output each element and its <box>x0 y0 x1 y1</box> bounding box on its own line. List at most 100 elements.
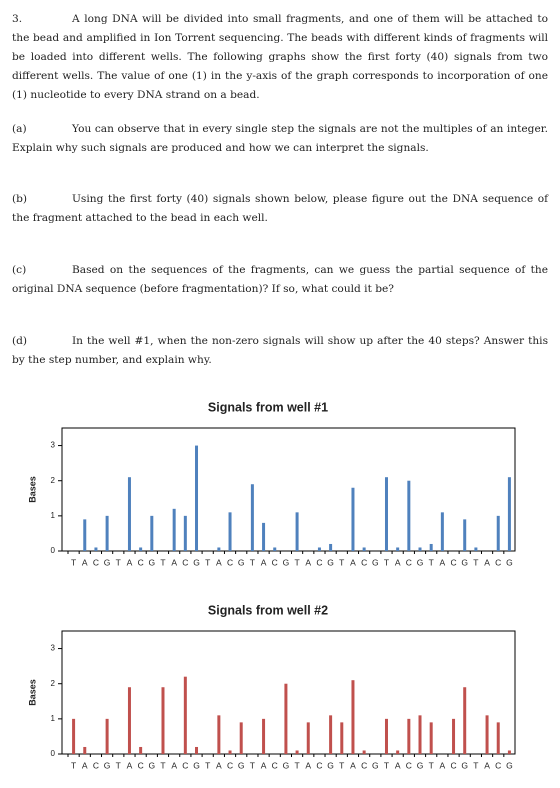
bar <box>396 750 400 754</box>
x-tick-label: T <box>160 557 165 567</box>
x-tick-label: A <box>127 760 133 770</box>
bar <box>217 715 221 754</box>
bar <box>429 543 433 551</box>
x-tick-label: T <box>294 557 299 567</box>
x-tick-label: C <box>495 557 501 567</box>
y-tick-label: 3 <box>51 441 56 450</box>
x-tick-label: A <box>484 557 490 567</box>
x-tick-label: T <box>384 557 389 567</box>
y-tick-label: 1 <box>51 714 56 723</box>
x-tick-label: A <box>216 557 222 567</box>
x-tick-label: G <box>283 760 290 770</box>
bar <box>407 480 411 551</box>
part: (d) In the well #1, when the non-zero sig… <box>12 332 548 370</box>
x-tick-label: G <box>417 760 424 770</box>
bar <box>262 718 266 754</box>
x-tick-label: G <box>104 760 111 770</box>
bar <box>317 547 321 551</box>
y-tick-label: 1 <box>51 511 56 520</box>
bar <box>340 722 344 754</box>
x-tick-label: G <box>149 557 156 567</box>
x-tick-label: C <box>272 557 278 567</box>
x-tick-label: A <box>82 760 88 770</box>
x-tick-label: T <box>250 760 255 770</box>
bar <box>94 547 98 551</box>
x-tick-label: T <box>339 760 344 770</box>
bar <box>329 543 333 551</box>
y-axis-label: Bases <box>27 476 37 503</box>
plot-frame <box>61 630 516 755</box>
bar <box>161 687 165 754</box>
part-label: (c) <box>12 264 27 276</box>
chart-title: Signals from well #2 <box>208 603 328 617</box>
bar <box>329 715 333 754</box>
bar <box>507 750 511 754</box>
x-tick-label: G <box>238 557 245 567</box>
bar <box>463 687 467 754</box>
y-tick-label: 0 <box>51 546 56 555</box>
part-label: (a) <box>12 123 27 135</box>
x-tick-label: C <box>450 557 456 567</box>
bar <box>496 722 500 754</box>
bar <box>384 477 388 551</box>
part-label: (b) <box>12 193 28 205</box>
x-tick-label: T <box>250 557 255 567</box>
bar <box>474 547 478 551</box>
x-tick-label: G <box>372 760 379 770</box>
chart-title: Signals from well #1 <box>208 400 328 414</box>
bar <box>150 515 154 551</box>
bar <box>384 718 388 754</box>
bar <box>250 484 254 551</box>
bar <box>485 715 489 754</box>
bar <box>396 547 400 551</box>
x-tick-label: A <box>484 760 490 770</box>
x-tick-label: G <box>104 557 111 567</box>
bar <box>262 522 266 551</box>
x-tick-label: C <box>138 760 144 770</box>
part-label: (d) <box>12 335 28 347</box>
x-tick-label: A <box>395 760 401 770</box>
bar <box>351 487 355 551</box>
x-tick-label: T <box>339 557 344 567</box>
x-tick-label: C <box>227 557 233 567</box>
part: (a) You can observe that in every single … <box>12 120 548 158</box>
bar <box>139 746 143 754</box>
x-tick-label: A <box>440 557 446 567</box>
x-tick-label: A <box>82 557 88 567</box>
bar <box>507 477 511 551</box>
x-tick-label: C <box>361 760 367 770</box>
x-tick-label: G <box>327 557 334 567</box>
bar <box>139 547 143 551</box>
x-tick-label: C <box>182 760 188 770</box>
x-tick-label: A <box>171 760 177 770</box>
x-tick-label: G <box>461 760 468 770</box>
y-tick-label: 3 <box>51 644 56 653</box>
bar <box>284 683 288 754</box>
bar <box>195 746 199 754</box>
bar <box>183 676 187 754</box>
plot-frame <box>61 427 516 552</box>
x-tick-label: T <box>205 760 210 770</box>
bar <box>362 750 366 754</box>
bar <box>228 512 232 551</box>
x-tick-label: A <box>395 557 401 567</box>
x-tick-label: G <box>417 557 424 567</box>
x-tick-label: T <box>116 557 121 567</box>
x-tick-label: T <box>429 557 434 567</box>
x-tick-label: C <box>316 557 322 567</box>
x-tick-label: T <box>473 557 478 567</box>
bar <box>418 547 422 551</box>
part: (b) Using the first forty (40) signals sh… <box>12 190 548 228</box>
bar <box>496 515 500 551</box>
x-tick-label: G <box>283 557 290 567</box>
x-tick-label: T <box>71 760 76 770</box>
bar <box>429 722 433 754</box>
x-tick-label: G <box>149 760 156 770</box>
x-tick-label: C <box>93 760 99 770</box>
x-tick-label: A <box>216 760 222 770</box>
bar <box>127 477 131 551</box>
x-tick-label: C <box>406 557 412 567</box>
part-text: Based on the sequences of the fragments,… <box>12 264 548 295</box>
